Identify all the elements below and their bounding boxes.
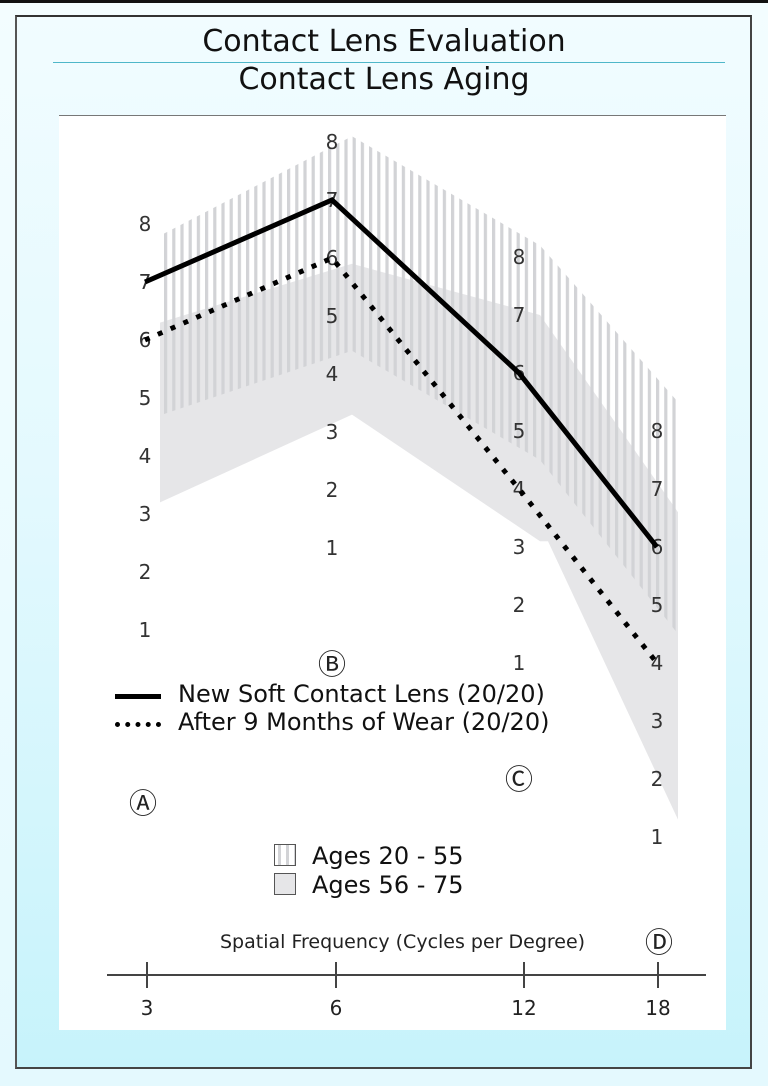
x-tick-label: 18 (645, 996, 670, 1020)
row-label: 2 (513, 593, 526, 617)
dotted-line-icon (115, 722, 161, 727)
age-bands (160, 136, 678, 820)
row-label: 1 (326, 536, 339, 560)
chart-subtitle: Contact Lens Aging (238, 62, 530, 97)
x-axis: 3 6 12 18 (107, 962, 706, 1020)
row-label: 3 (651, 709, 664, 733)
row-label: 8 (651, 419, 664, 443)
marker-b-icon: Ⓑ (318, 648, 346, 681)
row-label: 3 (513, 535, 526, 559)
row-label: 2 (326, 478, 339, 502)
line-new-soft-lens (143, 197, 659, 549)
row-label: 7 (513, 303, 526, 327)
row-label: 4 (326, 362, 339, 386)
row-label: 2 (651, 767, 664, 791)
marker-d-icon: Ⓓ (645, 926, 673, 959)
row-label: 1 (513, 651, 526, 675)
x-tick-label: 3 (141, 996, 154, 1020)
row-label: 5 (651, 593, 664, 617)
row-label: 8 (139, 212, 152, 236)
x-axis-label: Spatial Frequency (Cycles per Degree) (220, 931, 586, 953)
row-label: 5 (513, 419, 526, 443)
line-after-9-months (143, 254, 659, 665)
row-label: 7 (651, 477, 664, 501)
top-border (0, 0, 768, 3)
title-divider (53, 62, 725, 63)
marker-c-icon: Ⓒ (505, 763, 533, 796)
row-label: 5 (139, 386, 152, 410)
x-tick-label: 12 (511, 996, 536, 1020)
hatch-swatch-icon (274, 844, 296, 866)
marker-a-icon: Ⓐ (129, 787, 157, 820)
gray-swatch-icon (274, 873, 296, 895)
solid-line-icon (115, 694, 161, 699)
row-label: 8 (513, 245, 526, 269)
row-label: 5 (326, 304, 339, 328)
chart-title: Contact Lens Evaluation (202, 24, 566, 59)
row-label: 3 (326, 420, 339, 444)
band-ages-20-55 (160, 136, 678, 634)
row-label: 8 (326, 130, 339, 154)
column-markers: Ⓐ Ⓑ Ⓒ Ⓓ (129, 648, 673, 959)
row-label: 1 (139, 618, 152, 642)
row-label: 2 (139, 560, 152, 584)
row-label: 4 (139, 444, 152, 468)
x-tick-label: 6 (330, 996, 343, 1020)
row-label: 3 (139, 502, 152, 526)
row-label: 1 (651, 825, 664, 849)
series-lines (143, 197, 659, 665)
